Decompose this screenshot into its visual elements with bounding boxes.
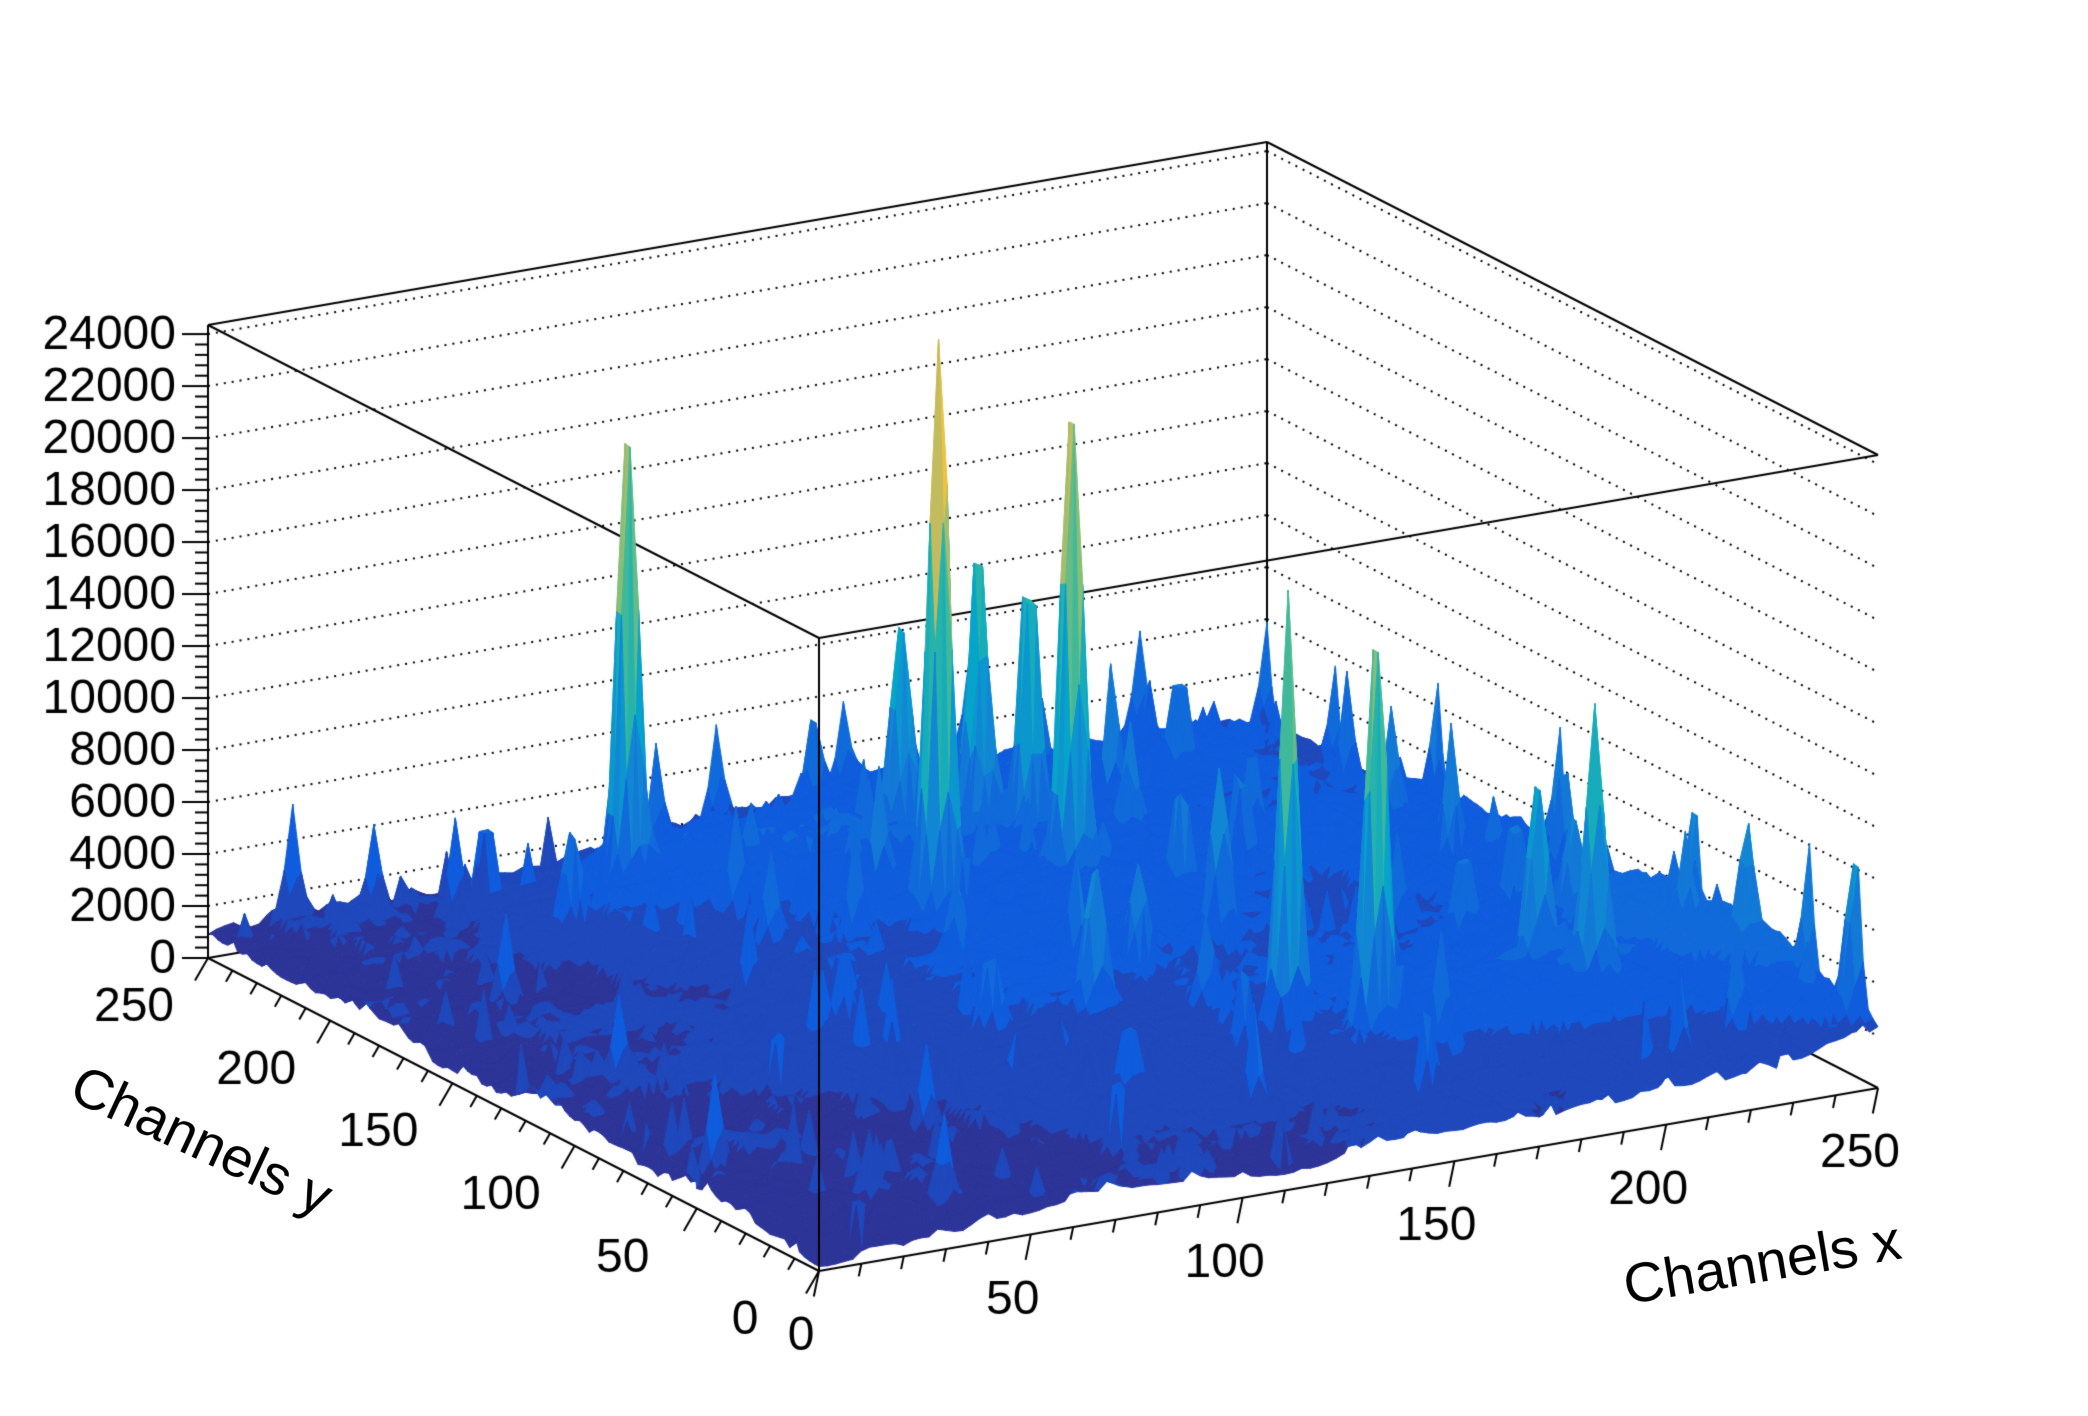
surface-plot-canvas: [0, 0, 2088, 1416]
chart-area: Channels x Channels y: [0, 0, 2088, 1416]
